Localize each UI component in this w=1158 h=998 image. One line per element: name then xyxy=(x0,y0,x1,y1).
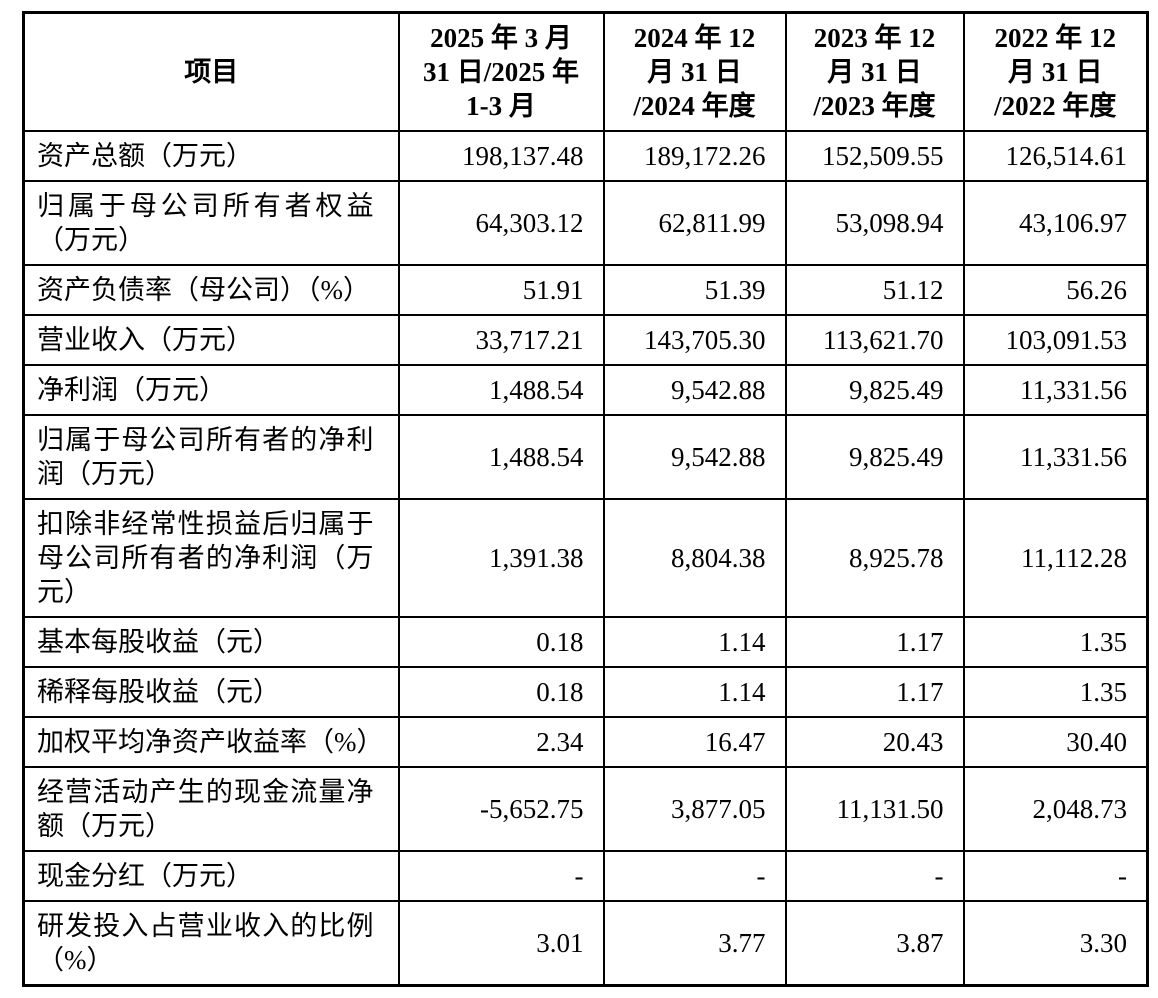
row-label: 归属于母公司所有者的净利润（万元） xyxy=(22,414,400,500)
value-cell: 1.14 xyxy=(602,666,787,718)
value-cell: 8,804.38 xyxy=(602,498,787,618)
value-cell: 1.35 xyxy=(962,616,1149,668)
value-cell: 51.91 xyxy=(397,264,605,316)
value-cell: 1,391.38 xyxy=(397,498,605,618)
value-cell: 33,717.21 xyxy=(397,314,605,366)
value-cell: 152,509.55 xyxy=(784,130,965,182)
value-cell: 2,048.73 xyxy=(962,766,1149,852)
value-cell: 0.18 xyxy=(397,616,605,668)
row-label: 资产总额（万元） xyxy=(22,130,400,182)
header-row: 项目 2025 年 3 月 31 日/2025 年 1-3 月 2024 年 1… xyxy=(22,11,1149,132)
value-cell: - xyxy=(397,850,605,902)
value-cell: 11,112.28 xyxy=(962,498,1149,618)
value-cell: 43,106.97 xyxy=(962,180,1149,266)
table-row-rd-ratio: 研发投入占营业收入的比例（%） 3.01 3.77 3.87 3.30 xyxy=(22,900,1149,987)
value-cell: 11,131.50 xyxy=(784,766,965,852)
row-label: 加权平均净资产收益率（%） xyxy=(22,716,400,768)
value-cell: - xyxy=(602,850,787,902)
table-row-deducted-net-profit: 扣除非经常性损益后归属于母公司所有者的净利润（万元） 1,391.38 8,80… xyxy=(22,498,1149,618)
value-cell: 198,137.48 xyxy=(397,130,605,182)
value-cell: 1.14 xyxy=(602,616,787,668)
value-cell: 113,621.70 xyxy=(784,314,965,366)
table-row-revenue: 营业收入（万元） 33,717.21 143,705.30 113,621.70… xyxy=(22,314,1149,366)
value-cell: 64,303.12 xyxy=(397,180,605,266)
value-cell: 1,488.54 xyxy=(397,364,605,416)
table-row-parent-equity: 归属于母公司所有者权益（万元） 64,303.12 62,811.99 53,0… xyxy=(22,180,1149,266)
row-label: 归属于母公司所有者权益（万元） xyxy=(22,180,400,266)
value-cell: 2.34 xyxy=(397,716,605,768)
row-label: 经营活动产生的现金流量净额（万元） xyxy=(22,766,400,852)
row-label: 营业收入（万元） xyxy=(22,314,400,366)
table-row-weighted-roe: 加权平均净资产收益率（%） 2.34 16.47 20.43 30.40 xyxy=(22,716,1149,768)
table-row-total-assets: 资产总额（万元） 198,137.48 189,172.26 152,509.5… xyxy=(22,130,1149,182)
table-row-cash-dividend: 现金分红（万元） - - - - xyxy=(22,850,1149,902)
value-cell: -5,652.75 xyxy=(397,766,605,852)
table-row-net-profit: 净利润（万元） 1,488.54 9,542.88 9,825.49 11,33… xyxy=(22,364,1149,416)
value-cell: 51.12 xyxy=(784,264,965,316)
row-label: 扣除非经常性损益后归属于母公司所有者的净利润（万元） xyxy=(22,498,400,618)
value-cell: 9,542.88 xyxy=(602,364,787,416)
table-row-diluted-eps: 稀释每股收益（元） 0.18 1.14 1.17 1.35 xyxy=(22,666,1149,718)
value-cell: - xyxy=(962,850,1149,902)
row-label: 净利润（万元） xyxy=(22,364,400,416)
table-row-operating-cash-flow: 经营活动产生的现金流量净额（万元） -5,652.75 3,877.05 11,… xyxy=(22,766,1149,852)
value-cell: 11,331.56 xyxy=(962,414,1149,500)
value-cell: 8,925.78 xyxy=(784,498,965,618)
value-cell: 53,098.94 xyxy=(784,180,965,266)
value-cell: 11,331.56 xyxy=(962,364,1149,416)
value-cell: 9,542.88 xyxy=(602,414,787,500)
value-cell: 3,877.05 xyxy=(602,766,787,852)
value-cell: 1.17 xyxy=(784,616,965,668)
value-cell: 3.77 xyxy=(602,900,787,987)
value-cell: 30.40 xyxy=(962,716,1149,768)
column-header-period-2023: 2023 年 12 月 31 日 /2023 年度 xyxy=(784,11,965,132)
value-cell: - xyxy=(784,850,965,902)
value-cell: 1.35 xyxy=(962,666,1149,718)
financial-summary-table: 项目 2025 年 3 月 31 日/2025 年 1-3 月 2024 年 1… xyxy=(22,11,1149,987)
table-row-basic-eps: 基本每股收益（元） 0.18 1.14 1.17 1.35 xyxy=(22,616,1149,668)
column-header-period-2024: 2024 年 12 月 31 日 /2024 年度 xyxy=(602,11,787,132)
value-cell: 16.47 xyxy=(602,716,787,768)
value-cell: 9,825.49 xyxy=(784,364,965,416)
row-label: 现金分红（万元） xyxy=(22,850,400,902)
value-cell: 56.26 xyxy=(962,264,1149,316)
value-cell: 143,705.30 xyxy=(602,314,787,366)
column-header-period-2022: 2022 年 12 月 31 日 /2022 年度 xyxy=(962,11,1149,132)
value-cell: 9,825.49 xyxy=(784,414,965,500)
value-cell: 3.30 xyxy=(962,900,1149,987)
value-cell: 3.87 xyxy=(784,900,965,987)
value-cell: 62,811.99 xyxy=(602,180,787,266)
value-cell: 1.17 xyxy=(784,666,965,718)
row-label: 资产负债率（母公司）（%） xyxy=(22,264,400,316)
value-cell: 3.01 xyxy=(397,900,605,987)
value-cell: 51.39 xyxy=(602,264,787,316)
row-label: 基本每股收益（元） xyxy=(22,616,400,668)
value-cell: 1,488.54 xyxy=(397,414,605,500)
table-row-parent-net-profit: 归属于母公司所有者的净利润（万元） 1,488.54 9,542.88 9,82… xyxy=(22,414,1149,500)
table-row-debt-ratio: 资产负债率（母公司）（%） 51.91 51.39 51.12 56.26 xyxy=(22,264,1149,316)
value-cell: 126,514.61 xyxy=(962,130,1149,182)
value-cell: 0.18 xyxy=(397,666,605,718)
row-label: 研发投入占营业收入的比例（%） xyxy=(22,900,400,987)
column-header-period-2025: 2025 年 3 月 31 日/2025 年 1-3 月 xyxy=(397,11,605,132)
row-label: 稀释每股收益（元） xyxy=(22,666,400,718)
value-cell: 103,091.53 xyxy=(962,314,1149,366)
value-cell: 20.43 xyxy=(784,716,965,768)
value-cell: 189,172.26 xyxy=(602,130,787,182)
column-header-item: 项目 xyxy=(22,11,400,132)
